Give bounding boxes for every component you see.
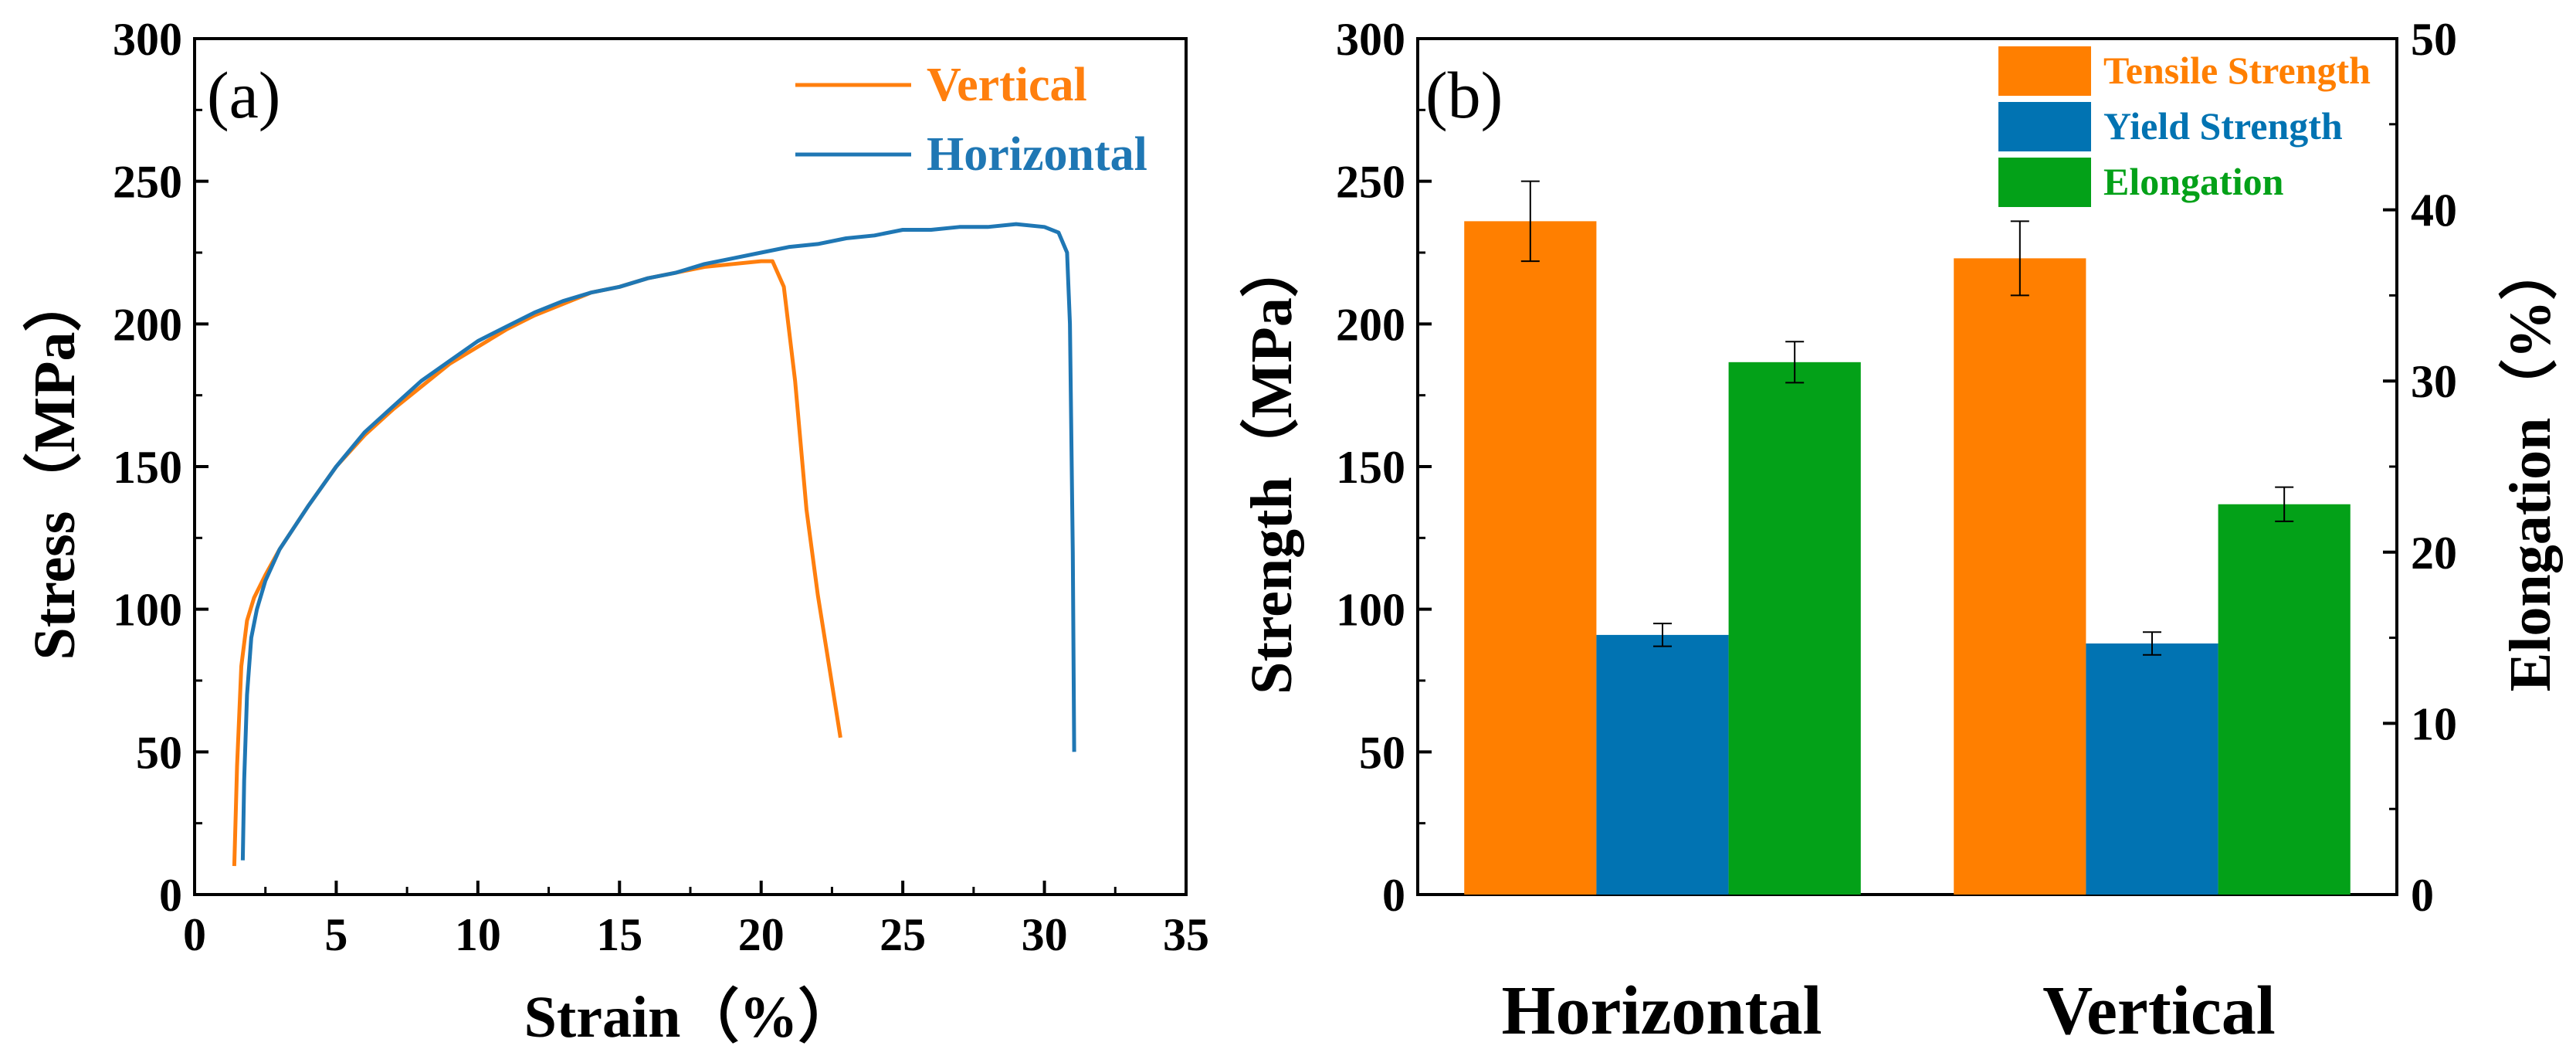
y-tick-label: 100 bbox=[1336, 585, 1405, 636]
y-tick-label: 50 bbox=[1359, 727, 1405, 778]
panel-b-strength-bar-chart: 0 50 100 150 200 250 300 0 10 20 30 40 50 (b) Tensil… bbox=[1239, 14, 2563, 1049]
panel-a-y-axis-title: Stress（MPa） bbox=[22, 273, 87, 660]
bar-elongation-horizontal bbox=[1728, 362, 1861, 895]
legend-swatch-yield-strength bbox=[1998, 102, 2091, 151]
bar-tensile-strength-vertical bbox=[1954, 258, 2086, 895]
panel-b-axes: 0 50 100 150 200 250 300 0 10 20 30 40 50 bbox=[1336, 14, 2457, 921]
panel-a-axes: 0 5 10 15 20 25 30 35 0 50 100 150 200 250 300 bbox=[113, 14, 1209, 960]
panel-a-curves bbox=[232, 222, 1076, 867]
y-tick-label: 0 bbox=[1382, 870, 1405, 921]
panel-a-legend: Vertical Horizontal bbox=[795, 59, 1147, 181]
y-tick-label: 0 bbox=[159, 870, 182, 921]
bar-elongation-vertical bbox=[2218, 504, 2351, 895]
panel-b-y2-axis-title: Elongation（%） bbox=[2498, 242, 2563, 692]
category-label-horizontal: Horizontal bbox=[1502, 973, 1822, 1049]
panel-b-bars bbox=[1464, 180, 2351, 895]
x-tick-label: 0 bbox=[183, 909, 206, 960]
y-tick-label: 300 bbox=[113, 14, 182, 65]
x-tick-label: 20 bbox=[738, 909, 785, 960]
x-tick-label: 30 bbox=[1022, 909, 1068, 960]
legend-label-horizontal: Horizontal bbox=[927, 128, 1147, 181]
y-tick-label: 200 bbox=[1336, 299, 1405, 350]
series-line-horizontal bbox=[240, 222, 1076, 861]
x-tick-label: 15 bbox=[596, 909, 642, 960]
x-tick-label: 5 bbox=[324, 909, 347, 960]
y-tick-label: 150 bbox=[1336, 442, 1405, 493]
y2-tick-label: 50 bbox=[2411, 14, 2457, 65]
y-tick-label: 250 bbox=[113, 157, 182, 208]
legend-label-tensile-strength: Tensile Strength bbox=[2103, 49, 2371, 92]
panel-b-label: (b) bbox=[1425, 58, 1503, 132]
y-tick-label: 200 bbox=[113, 299, 182, 350]
y2-tick-label: 0 bbox=[2411, 870, 2434, 921]
legend-swatch-tensile-strength bbox=[1998, 46, 2091, 96]
bar-yield-strength-vertical bbox=[2086, 643, 2218, 895]
bar-yield-strength-horizontal bbox=[1596, 634, 1729, 895]
panel-a-stress-strain-chart: (a) 0 5 10 15 20 25 30 35 0 50 100 150 200 250 300 Ver… bbox=[22, 14, 1209, 1050]
y-tick-label: 300 bbox=[1336, 14, 1405, 65]
panel-a-label: (a) bbox=[207, 58, 280, 132]
category-label-vertical: Vertical bbox=[2042, 973, 2276, 1049]
y-tick-label: 100 bbox=[113, 585, 182, 636]
y2-tick-label: 30 bbox=[2411, 356, 2457, 407]
x-tick-label: 10 bbox=[455, 909, 501, 960]
bar-tensile-strength-horizontal bbox=[1464, 221, 1597, 895]
x-tick-label: 35 bbox=[1163, 909, 1209, 960]
x-tick-label: 25 bbox=[880, 909, 926, 960]
panel-a-x-axis-title: Strain（%） bbox=[524, 985, 857, 1050]
legend-swatch-elongation bbox=[1998, 158, 2091, 207]
panel-b-legend: Tensile Strength Yield Strength Elongati… bbox=[1998, 46, 2371, 207]
y-tick-label: 150 bbox=[113, 442, 182, 493]
legend-label-elongation: Elongation bbox=[2103, 160, 2284, 203]
panel-b-y-axis-title: Strength（MPa） bbox=[1239, 239, 1304, 694]
y2-tick-label: 10 bbox=[2411, 698, 2457, 749]
y-tick-label: 250 bbox=[1336, 157, 1405, 208]
y-tick-label: 50 bbox=[136, 727, 182, 778]
series-line-vertical bbox=[232, 259, 842, 867]
legend-label-yield-strength: Yield Strength bbox=[2103, 104, 2343, 148]
y2-tick-label: 40 bbox=[2411, 185, 2457, 236]
legend-label-vertical: Vertical bbox=[927, 59, 1087, 111]
y2-tick-label: 20 bbox=[2411, 528, 2457, 579]
